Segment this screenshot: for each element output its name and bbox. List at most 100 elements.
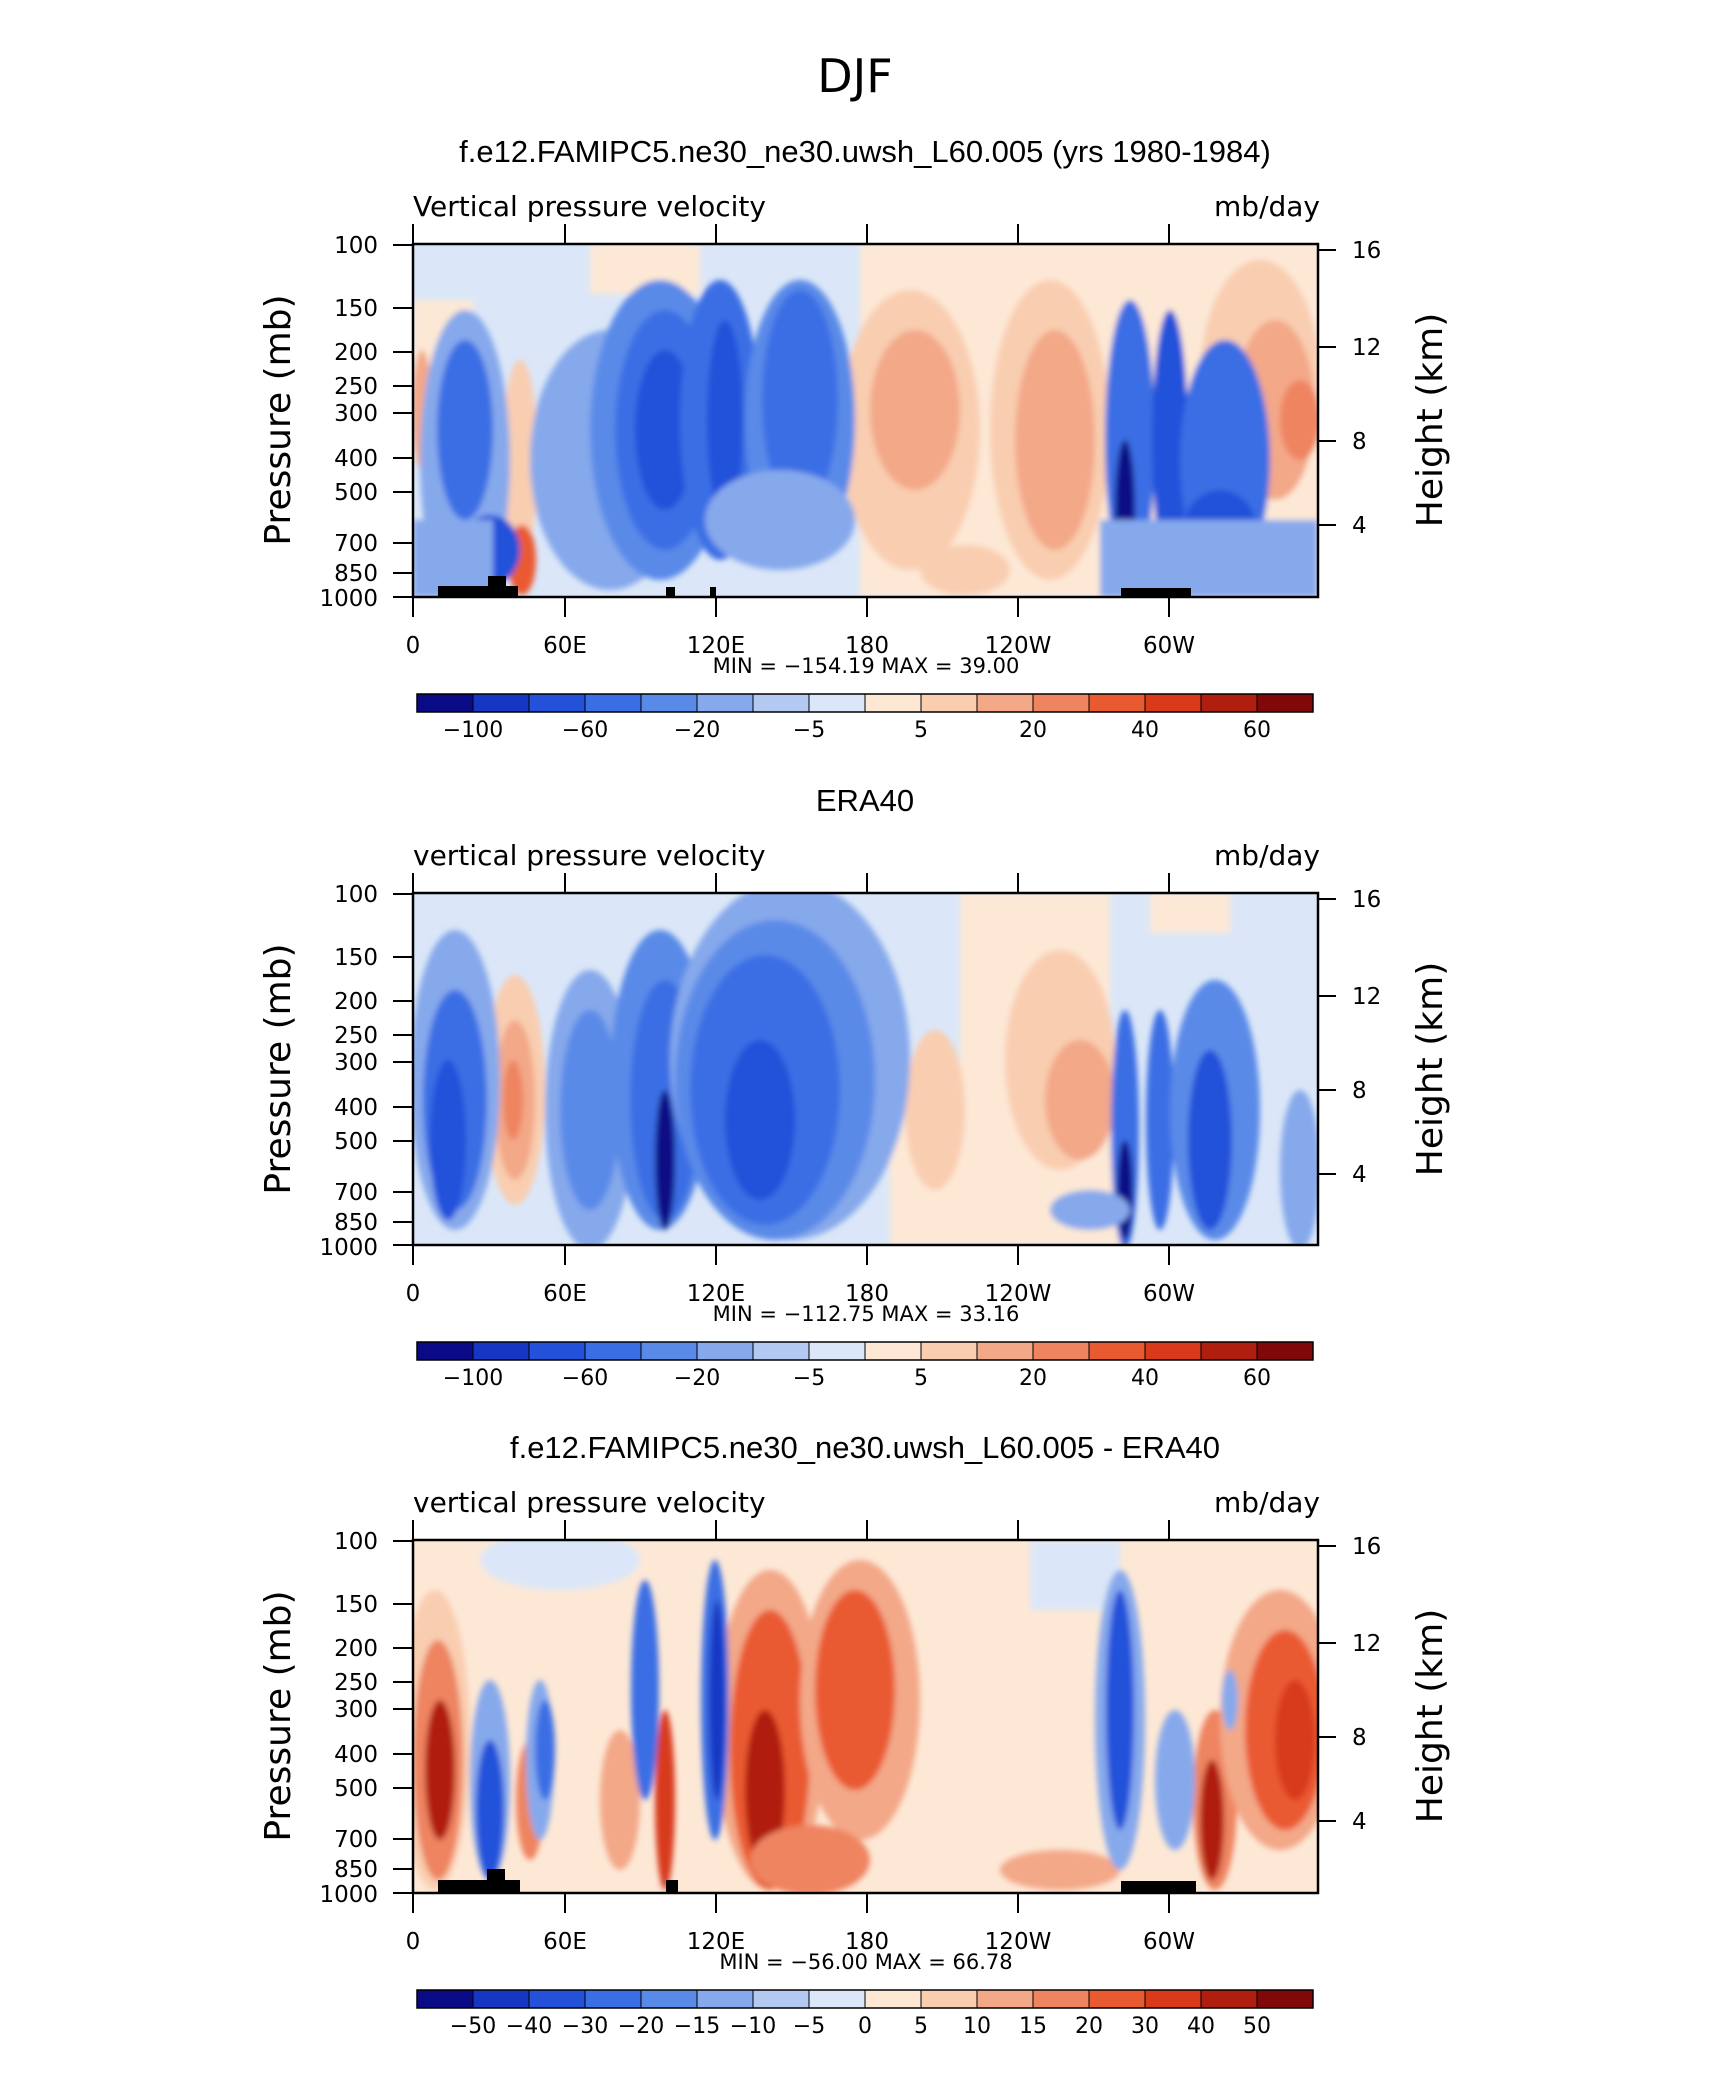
- y-tick-label: 400: [334, 1095, 378, 1121]
- colorbar-cell: [976, 693, 1034, 713]
- y2-tick-label: 4: [1352, 1809, 1367, 1835]
- colorbar-label: −5: [793, 2014, 825, 2039]
- plot-area: [411, 242, 1320, 599]
- y2-tick-label: 16: [1352, 887, 1381, 913]
- colorbar-cell: [416, 693, 474, 713]
- topography: [1121, 1881, 1196, 1893]
- colorbar-cell: [472, 1341, 530, 1361]
- variable-label: vertical pressure velocity: [413, 1486, 766, 1519]
- colorbar-cell: [1088, 1989, 1146, 2009]
- colorbar-label: 60: [1243, 718, 1271, 743]
- colorbar-label: 40: [1131, 1366, 1159, 1391]
- y-tick-label: 250: [334, 374, 378, 400]
- panel-title: ERA40: [816, 783, 914, 818]
- colorbar-label: 10: [963, 2014, 991, 2039]
- panel-title: f.e12.FAMIPC5.ne30_ne30.uwsh_L60.005 - E…: [510, 1430, 1220, 1465]
- x-tick-label: 120W: [985, 633, 1052, 659]
- colorbar-cell: [752, 693, 810, 713]
- topography: [438, 586, 518, 597]
- x-axis: 0 60E 120E 180 120W 60W: [406, 224, 1195, 659]
- x-tick-label: 180: [845, 633, 889, 659]
- y-tick-label: 200: [334, 989, 378, 1015]
- y-tick-label: 100: [334, 233, 378, 259]
- colorbar-label: 5: [914, 1366, 928, 1391]
- colorbar-label: −40: [506, 2014, 552, 2039]
- y-tick-label: 400: [334, 446, 378, 472]
- y-ticks: [393, 893, 413, 1246]
- x-tick-label: 180: [845, 1929, 889, 1955]
- y-tick-label: 1000: [319, 1235, 378, 1261]
- y-tick-label: 700: [334, 1827, 378, 1853]
- colorbar-cell: [528, 1341, 586, 1361]
- y-tick-label: 850: [334, 1857, 378, 1883]
- units-label: mb/day: [1214, 1486, 1320, 1519]
- colorbar-cell: [976, 1989, 1034, 2009]
- colorbar-cell: [864, 1989, 922, 2009]
- colorbar-cell: [752, 1989, 810, 2009]
- y2-axis: 16 12 8 4 Height (km): [1318, 887, 1451, 1188]
- colorbar-cell: [920, 1989, 978, 2009]
- colorbar-cell: [864, 693, 922, 713]
- min-max-label: MIN = −154.19 MAX = 39.00: [713, 654, 1020, 678]
- colorbar-label: −20: [674, 718, 720, 743]
- colorbar-cell: [640, 1989, 698, 2009]
- y2-tick-label: 4: [1352, 513, 1367, 539]
- x-tick-label: 120W: [985, 1281, 1052, 1307]
- colorbar-label: 30: [1131, 2014, 1159, 2039]
- y-ticks: [393, 1540, 413, 1894]
- colorbar-cell: [1032, 693, 1090, 713]
- y-tick-label: 700: [334, 531, 378, 557]
- x-tick-label: 60W: [1143, 633, 1195, 659]
- y2-tick-label: 16: [1352, 1534, 1381, 1560]
- x-tick-label: 60E: [543, 633, 587, 659]
- colorbar-cell: [416, 1989, 474, 2009]
- colorbar-label: −5: [793, 1366, 825, 1391]
- y-tick-label: 500: [334, 1776, 378, 1802]
- y-tick-label: 300: [334, 401, 378, 427]
- colorbar-cell: [416, 1341, 474, 1361]
- y-axis-label: Pressure (mb): [258, 294, 299, 545]
- panel-1: f.e12.FAMIPC5.ne30_ne30.uwsh_L60.005 (yr…: [258, 134, 1451, 743]
- plot-frame: [411, 242, 1320, 599]
- panel-title: f.e12.FAMIPC5.ne30_ne30.uwsh_L60.005 (yr…: [459, 134, 1271, 169]
- x-ticks: [412, 224, 1170, 617]
- y-tick-label: 100: [334, 1529, 378, 1555]
- y2-axis: 16 12 8 4 Height (km): [1318, 1534, 1451, 1835]
- x-tick-label: 60W: [1143, 1281, 1195, 1307]
- colorbar-cell: [640, 693, 698, 713]
- x-ticks: [412, 1520, 1170, 1913]
- y2-ticks: [1318, 249, 1336, 526]
- colorbar-frame: [416, 693, 1314, 713]
- plot-area: [411, 891, 1320, 1247]
- colorbar-label: 0: [858, 2014, 872, 2039]
- panel-2: ERA40 vertical pressure velocity mb/day: [258, 783, 1451, 1391]
- colorbar-cell: [1256, 1341, 1314, 1361]
- y2-axis: 16 12 8 4 Height (km): [1318, 238, 1451, 539]
- y2-axis-label: Height (km): [1410, 313, 1451, 527]
- x-tick-label: 0: [406, 633, 421, 659]
- x-tick-label: 60E: [543, 1281, 587, 1307]
- y-tick-label: 150: [334, 1592, 378, 1618]
- colorbar-cell: [696, 1341, 754, 1361]
- y2-axis-label: Height (km): [1410, 1609, 1451, 1823]
- y2-tick-label: 4: [1352, 1162, 1367, 1188]
- y-axis-label: Pressure (mb): [258, 943, 299, 1194]
- colorbar-cell: [1256, 1989, 1314, 2009]
- colorbar-cell: [920, 693, 978, 713]
- colorbar-cell: [1032, 1989, 1090, 2009]
- y-tick-label: 1000: [319, 1882, 378, 1908]
- colorbar-label: −20: [618, 2014, 664, 2039]
- y-tick-label: 250: [334, 1670, 378, 1696]
- colorbar-cell: [864, 1341, 922, 1361]
- y2-tick-label: 8: [1352, 1078, 1367, 1104]
- colorbar-label: −60: [562, 1366, 608, 1391]
- colorbar-label: 5: [914, 2014, 928, 2039]
- colorbar-cell: [1088, 1341, 1146, 1361]
- colorbar-label: 40: [1131, 718, 1159, 743]
- colorbar-cell: [920, 1341, 978, 1361]
- colorbar-label: 40: [1187, 2014, 1215, 2039]
- colorbar: −50 −40 −30 −20 −15 −10 −5 0 5 10 15 20 …: [416, 1989, 1314, 2039]
- y2-tick-label: 8: [1352, 1725, 1367, 1751]
- topography: [710, 587, 716, 597]
- colorbar-frame: [416, 1989, 1314, 2009]
